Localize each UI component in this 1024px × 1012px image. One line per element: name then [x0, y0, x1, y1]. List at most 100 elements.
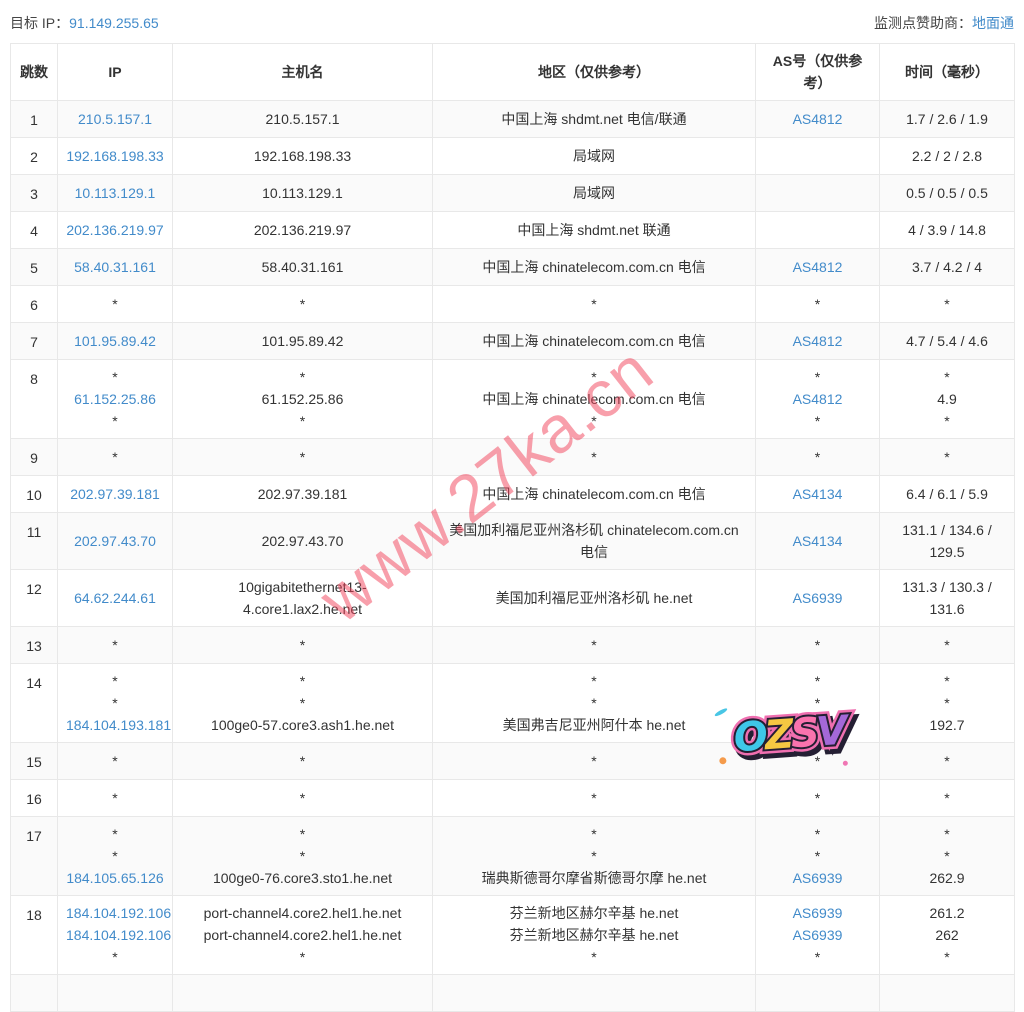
cell-time: *: [879, 285, 1015, 323]
cell-asn: [755, 974, 880, 1012]
table-row: 13 * * * * *: [10, 626, 1015, 664]
cell-host: [172, 974, 433, 1012]
timeout-star: *: [944, 949, 950, 965]
cell-hop: 8: [10, 359, 58, 439]
cell-text: 7: [30, 334, 38, 350]
cell-time: *: [879, 438, 1015, 476]
cell-text: 261.2: [929, 905, 965, 921]
cell-region: *: [432, 438, 756, 476]
ip-link[interactable]: 10.113.129.1: [74, 185, 156, 201]
cell-time: 2.2 / 2 / 2.8: [879, 137, 1015, 175]
asn-link[interactable]: AS4134: [792, 533, 843, 549]
cell-text: 5: [30, 260, 38, 276]
cell-ip: * * 184.105.65.126: [57, 816, 173, 896]
cell-host: * * 100ge0-76.core3.sto1.he.net: [172, 816, 433, 896]
cell-text: 0.5 / 0.5 / 0.5: [906, 185, 988, 201]
table-row: 4 202.136.219.97 202.136.219.97 中国上海 shdmt.…: [10, 211, 1015, 249]
cell-text: 中国上海 chinatelecom.com.cn 电信: [482, 259, 706, 275]
cell-asn: [755, 174, 880, 212]
sponsor-link[interactable]: 地面通: [972, 15, 1014, 31]
cell-region: * 中国上海 chinatelecom.com.cn 电信 *: [432, 359, 756, 439]
cell-hop: 6: [10, 285, 58, 323]
timeout-star: *: [814, 296, 821, 312]
ip-link[interactable]: 202.97.39.181: [70, 486, 160, 502]
timeout-star: *: [814, 949, 821, 965]
cell-region: 局域网: [432, 137, 756, 175]
cell-text: 18: [26, 907, 42, 923]
ip-link[interactable]: 202.97.43.70: [74, 533, 156, 549]
cell-text: 262.9: [929, 870, 965, 886]
col-header-host: 主机名: [172, 43, 433, 101]
cell-text: 中国上海 shdmt.net 电信/联通: [501, 111, 687, 127]
cell-text: 100ge0-57.core3.ash1.he.net: [211, 717, 394, 733]
ip-link[interactable]: 61.152.25.86: [74, 391, 156, 407]
cell-region: 美国加利福尼亚州洛杉矶 he.net: [432, 569, 756, 627]
target-ip-link[interactable]: 91.149.255.65: [69, 15, 159, 31]
ip-link[interactable]: 192.168.198.33: [66, 148, 164, 164]
cell-text: 2.2 / 2 / 2.8: [911, 148, 983, 164]
timeout-star: *: [814, 848, 821, 864]
cell-hop: 14: [10, 663, 58, 743]
timeout-star: *: [944, 673, 950, 689]
cell-text: 中国上海 chinatelecom.com.cn 电信: [482, 391, 706, 407]
table-header-row: 跳数 IP 主机名 地区（仅供参考） AS号（仅供参考） 时间（毫秒）: [10, 43, 1015, 101]
asn-link[interactable]: AS4812: [792, 391, 843, 407]
cell-host: 101.95.89.42: [172, 322, 433, 360]
timeout-star: *: [299, 296, 306, 312]
timeout-star: *: [112, 949, 118, 965]
cell-text: 1.7 / 2.6 / 1.9: [906, 111, 988, 127]
ip-link[interactable]: 184.105.65.126: [66, 870, 164, 886]
table-row: 12 64.62.244.61 10gigabitethernet13-4.core…: [10, 569, 1015, 627]
timeout-star: *: [112, 753, 118, 769]
ip-link[interactable]: 58.40.31.161: [74, 259, 156, 275]
timeout-star: *: [112, 637, 118, 653]
timeout-star: *: [591, 753, 597, 769]
cell-region: *: [432, 779, 756, 817]
cell-region: 中国上海 shdmt.net 联通: [432, 211, 756, 249]
asn-link[interactable]: AS4812: [792, 333, 843, 349]
table-row: 2 192.168.198.33 192.168.198.33 局域网 2.2 / 2 …: [10, 137, 1015, 175]
timeout-star: *: [112, 695, 118, 711]
cell-ip: *: [57, 742, 173, 780]
ip-link[interactable]: 184.104.193.181: [66, 717, 172, 733]
cell-hop: 16: [10, 779, 58, 817]
cell-time: *: [879, 626, 1015, 664]
cell-hop: 10: [10, 475, 58, 513]
cell-host: port-channel4.core2.hel1.he.net port-chan…: [172, 895, 433, 975]
timeout-star: *: [944, 753, 950, 769]
ip-link[interactable]: 64.62.244.61: [74, 590, 156, 606]
table-row: 1 210.5.157.1 210.5.157.1 中国上海 shdmt.net 电信…: [10, 100, 1015, 138]
asn-link[interactable]: AS4134: [792, 486, 843, 502]
ip-link[interactable]: 184.104.192.106: [66, 905, 172, 921]
cell-text: 4.7 / 5.4 / 4.6: [906, 333, 988, 349]
asn-link[interactable]: AS6939: [792, 590, 843, 606]
ip-link[interactable]: 184.104.192.106: [66, 927, 172, 943]
cell-text: 中国上海 chinatelecom.com.cn 电信: [482, 333, 706, 349]
timeout-star: *: [112, 826, 118, 842]
cell-text: 210.5.157.1: [265, 111, 340, 127]
cell-hop: 2: [10, 137, 58, 175]
ip-link[interactable]: 101.95.89.42: [74, 333, 156, 349]
ip-link[interactable]: 202.136.219.97: [66, 222, 164, 238]
asn-link[interactable]: AS6939: [792, 717, 843, 733]
asn-link[interactable]: AS6939: [792, 870, 843, 886]
cell-asn: AS4134: [755, 475, 880, 513]
cell-asn: *: [755, 779, 880, 817]
asn-link[interactable]: AS4812: [792, 259, 843, 275]
cell-text: 58.40.31.161: [261, 259, 344, 275]
asn-link[interactable]: AS6939: [792, 927, 843, 943]
asn-link[interactable]: AS6939: [792, 905, 843, 921]
cell-host: 10.113.129.1: [172, 174, 433, 212]
cell-text: 局域网: [573, 185, 615, 201]
cell-time: *: [879, 742, 1015, 780]
cell-text: 12: [26, 581, 42, 597]
asn-link[interactable]: AS4812: [792, 111, 843, 127]
cell-ip: 202.136.219.97: [57, 211, 173, 249]
cell-asn: *: [755, 438, 880, 476]
timeout-star: *: [944, 637, 950, 653]
ip-link[interactable]: 210.5.157.1: [78, 111, 152, 127]
timeout-star: *: [299, 413, 306, 429]
cell-ip: 101.95.89.42: [57, 322, 173, 360]
cell-host: *: [172, 779, 433, 817]
cell-hop: 13: [10, 626, 58, 664]
